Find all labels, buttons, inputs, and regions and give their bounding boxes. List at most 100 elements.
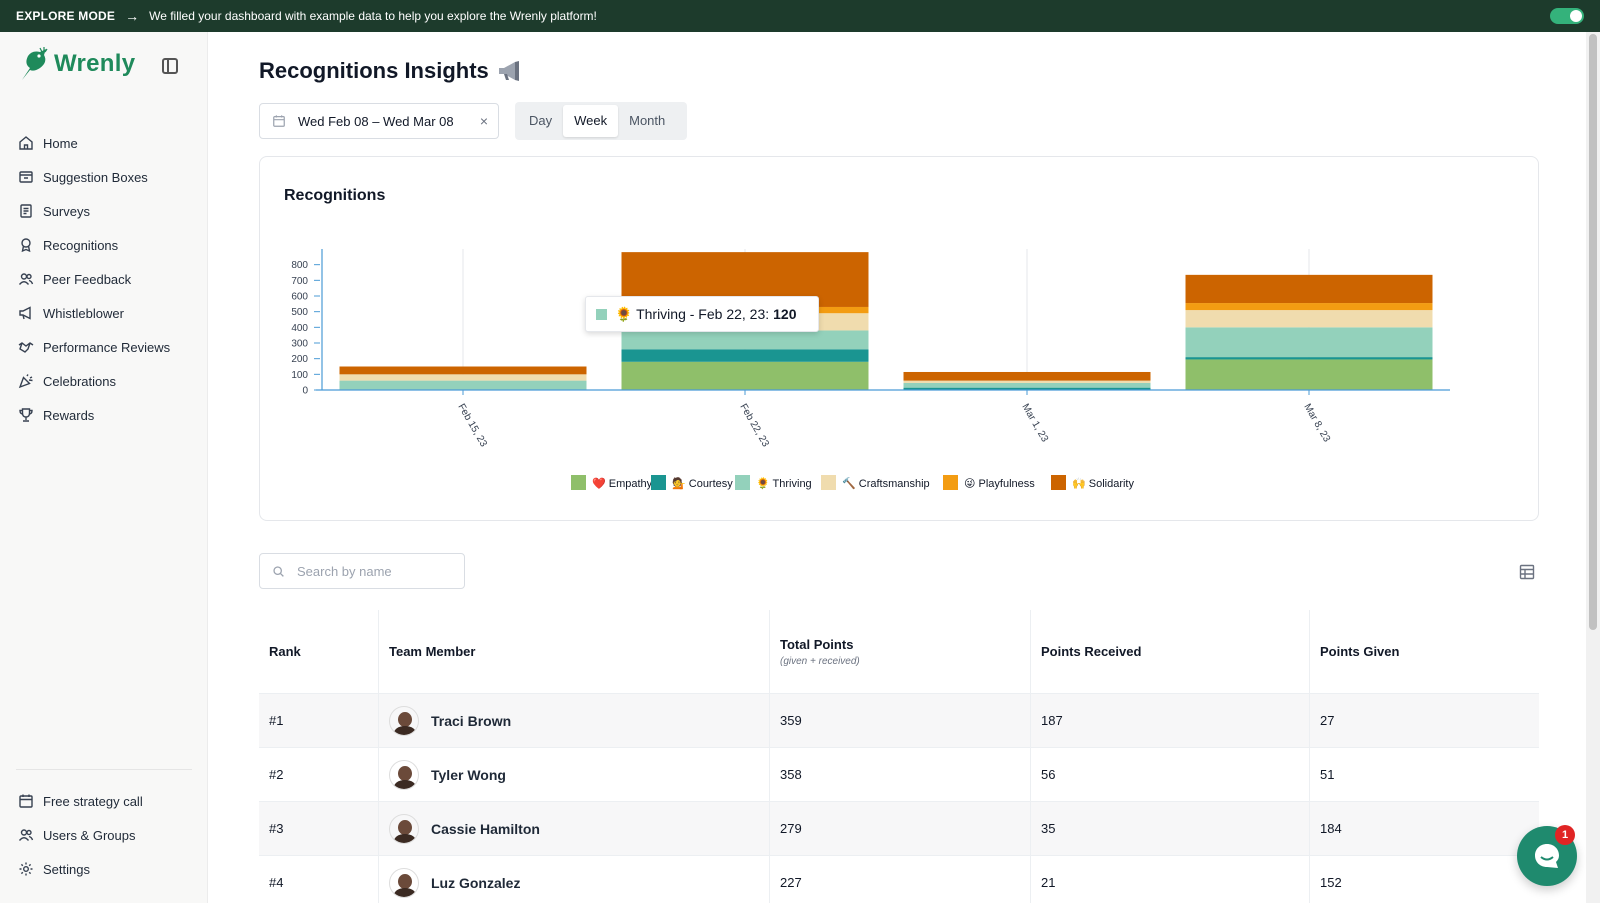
sidebar-item-rewards[interactable]: Rewards [0,398,208,432]
sidebar-item-label: Recognitions [43,237,119,253]
table-body: #1 Traci Brown 359 187 27 #2 Tyler Wong … [259,694,1539,903]
search-box [259,553,465,589]
cell-received: 187 [1031,694,1310,747]
tooltip-value: 120 [773,306,797,322]
recognitions-chart: 0 100 200 300 400 500 600 700 800 Feb 15, 23 Feb 2… [291,249,1450,490]
cell-given: 51 [1320,767,1335,782]
sidebar-item-suggestion-boxes[interactable]: Suggestion Boxes [0,160,208,194]
scrollbar-thumb[interactable] [1589,34,1597,630]
cell-member: Luz Gonzalez [379,856,770,903]
clear-icon[interactable]: × [479,113,488,129]
cell-total: 227 [770,856,1031,903]
explore-mode-toggle[interactable] [1550,8,1584,24]
legend-swatch [571,475,586,490]
sidebar-item-label: Whistleblower [43,305,124,321]
sidebar-item-recognitions[interactable]: Recognitions [0,228,208,262]
brand-name: Wrenly [54,50,136,77]
cell-given: 27 [1320,713,1335,728]
cell-total: 358 [770,748,1031,801]
member-name: Cassie Hamilton [431,820,540,837]
chat-bubble-icon [1535,844,1559,868]
avatar [389,759,419,790]
chart-bar-segment [339,374,587,381]
table-row[interactable]: #3 Cassie Hamilton 279 35 184 [259,802,1539,856]
legend-label: 🙌 Solidarity [1072,477,1134,490]
cell-rank: #3 [259,802,379,855]
x-tick-label: Feb 22, 23 [737,402,771,449]
search-icon [273,565,284,577]
sidebar-item-whistleblower[interactable]: Whistleblower [0,296,208,330]
chart-bar-segment [903,387,1151,390]
x-tick-label: Mar 8, 23 [1301,402,1332,444]
header-team-member[interactable]: Team Member [379,610,770,693]
header-total-points[interactable]: Total Points (given + received) [770,610,1031,693]
sidebar-item-celebrations[interactable]: Celebrations [0,364,208,398]
header-points-given[interactable]: Points Given [1310,610,1539,693]
gear-icon [18,861,34,877]
tooltip-label: 🌻 Thriving - Feb 22, 23: [615,305,770,322]
chart-bar-segment [621,349,869,362]
collapse-sidebar-icon[interactable] [162,58,178,74]
cell-member: Cassie Hamilton [379,802,770,855]
y-tick-label: 0 [302,386,308,397]
cell-member: Tyler Wong [379,748,770,801]
chat-launcher-button[interactable] [1517,826,1577,886]
sidebar-item-label: Performance Reviews [43,339,171,355]
chart-bar-segment [339,366,587,375]
legend-swatch [821,475,836,490]
table-row[interactable]: #4 Luz Gonzalez 227 21 152 [259,856,1539,903]
table-row[interactable]: #2 Tyler Wong 358 56 51 [259,748,1539,802]
avatar [389,867,419,898]
header-points-received[interactable]: Points Received [1031,610,1310,693]
party-icon [18,373,34,389]
sidebar-item-settings[interactable]: Settings [0,852,208,886]
sidebar-item-users-groups[interactable]: Users & Groups [0,818,208,852]
page-scrollbar[interactable] [1586,32,1600,903]
wren-bird-icon [22,47,48,80]
period-day-button[interactable]: Day [529,113,553,128]
header-rank[interactable]: Rank [259,610,379,693]
sidebar-item-free-strategy-call[interactable]: Free strategy call [0,784,208,818]
cell-received: 35 [1031,802,1310,855]
award-icon [18,237,34,253]
y-tick-label: 500 [291,307,308,318]
header-rank-label: Rank [269,644,301,659]
period-month-button[interactable]: Month [629,113,666,128]
search-input[interactable] [297,563,447,579]
legend-label: 🔨 Craftsmanship [842,477,930,490]
sidebar-item-label: Home [43,135,78,151]
table-columns-icon[interactable] [1519,564,1535,580]
sidebar-item-label: Surveys [43,203,90,219]
table-header: Rank Team Member Total Points (given + r… [259,610,1539,694]
chart-bar-segment [903,371,1151,381]
chat-unread-badge: 1 [1555,825,1575,845]
header-total-label: Total Points [780,636,854,652]
sidebar-item-performance-reviews[interactable]: Performance Reviews [0,330,208,364]
megaphone-icon [498,61,519,81]
wrenly-logo[interactable]: Wrenly [18,46,135,82]
calendar-icon [18,793,34,809]
member-name: Luz Gonzalez [431,874,521,891]
header-received-label: Points Received [1041,644,1142,659]
cell-rank: #2 [259,748,379,801]
period-week-button[interactable]: Week [563,105,619,137]
tooltip-swatch [596,308,607,320]
y-tick-label: 300 [291,339,308,350]
explore-mode-banner: EXPLORE MODE → We filled your dashboard … [0,0,1600,32]
trophy-icon [18,407,34,423]
sidebar-item-peer-feedback[interactable]: Peer Feedback [0,262,208,296]
table-row[interactable]: #1 Traci Brown 359 187 27 [259,694,1539,748]
date-range-picker[interactable]: Wed Feb 08 – Wed Mar 08 × [259,103,499,139]
sidebar-item-surveys[interactable]: Surveys [0,194,208,228]
chart-bar-segment [1185,303,1433,311]
home-icon [18,135,34,151]
megaphone-icon [18,305,34,321]
period-toggle: Day Week Month [515,102,687,140]
y-tick-label: 700 [291,276,308,287]
y-tick-label: 200 [291,354,308,365]
legend-label: 🌻 Thriving [756,477,812,490]
leaderboard-table: Rank Team Member Total Points (given + r… [259,610,1539,903]
main-content: Recognitions Insights Wed Feb 08 – Wed M… [208,32,1568,903]
y-tick-label: 400 [291,323,308,334]
sidebar-item-home[interactable]: Home [0,126,208,160]
